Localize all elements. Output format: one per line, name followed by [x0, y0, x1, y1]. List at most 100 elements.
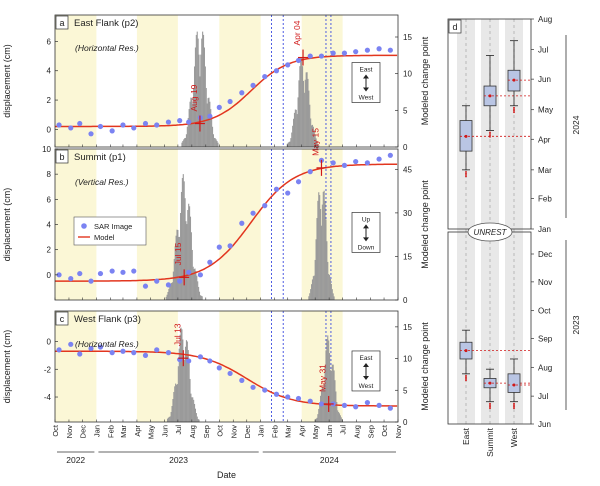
histogram-bar	[185, 221, 187, 300]
histogram-bar	[166, 418, 169, 422]
histogram-bar	[313, 130, 315, 147]
sar-point	[364, 399, 370, 406]
sar-point	[88, 345, 94, 352]
panel-title: Summit (p1)	[74, 152, 126, 163]
sar-point	[142, 120, 149, 127]
d-month-label: Aug	[538, 363, 552, 372]
histogram-bar	[215, 139, 217, 147]
histogram-bar	[305, 72, 307, 147]
histogram-bar	[319, 402, 321, 422]
histogram-bar	[183, 181, 185, 300]
histogram-bar	[182, 339, 184, 422]
sar-point	[97, 270, 104, 277]
histogram-bar	[302, 66, 304, 147]
histogram-bar	[197, 419, 199, 422]
histogram-bar	[329, 275, 331, 300]
histogram-bar	[178, 236, 180, 300]
x-month-label: Apr	[298, 424, 307, 436]
histogram-bar	[309, 293, 311, 300]
sar-point	[120, 348, 126, 354]
sar-point	[142, 283, 149, 289]
histogram-bar	[174, 246, 176, 300]
legend-box	[73, 216, 147, 246]
sar-point	[207, 259, 213, 265]
sar-point	[56, 272, 62, 278]
histogram-bar	[176, 384, 178, 422]
histogram-bar	[330, 370, 332, 422]
panel-title: East Flank (p2)	[74, 18, 138, 29]
changepoint-label: Jul 13	[172, 323, 182, 346]
sar-point	[131, 125, 137, 131]
y2-tick-label: 15	[403, 33, 412, 42]
panel-c-frame	[54, 310, 399, 423]
outlier-dot	[513, 402, 515, 405]
histogram-bar	[332, 364, 334, 422]
y2-tick-label: 0	[403, 143, 408, 152]
histogram-bar	[168, 288, 170, 300]
direction-box	[351, 212, 381, 253]
histogram-bar	[191, 249, 193, 300]
histogram-bar	[321, 204, 323, 300]
sar-point	[318, 401, 325, 407]
sar-point	[273, 391, 280, 397]
outlier-dot	[489, 133, 491, 135]
sar-point	[285, 62, 291, 68]
y2-tick-label: 0	[403, 296, 408, 305]
histogram-bar	[328, 273, 330, 300]
d-month-label: Dec	[538, 250, 552, 259]
histogram-bar	[210, 109, 212, 147]
histogram-bar	[184, 198, 186, 300]
histogram-bar	[188, 109, 190, 147]
sar-point	[364, 47, 370, 53]
d-month-label: Jul	[538, 392, 548, 401]
changepoint-label: Apr 04	[292, 20, 302, 45]
year-label: 2024	[571, 115, 581, 134]
y2-tick-label: 5	[403, 106, 408, 115]
sar-point	[353, 404, 359, 410]
histogram-bar	[309, 104, 311, 147]
histogram-bar	[200, 295, 202, 300]
histogram-bar	[193, 269, 195, 300]
x-month-label: Oct	[380, 424, 389, 437]
arrow-up-icon	[363, 74, 369, 79]
season-band	[55, 15, 97, 147]
median-dot	[512, 383, 516, 387]
histogram-bar	[183, 356, 185, 422]
histogram-bar	[197, 38, 199, 147]
histogram-bar	[196, 275, 198, 300]
outlier-dot	[489, 131, 491, 134]
histogram-bar	[320, 395, 322, 422]
d-month-label: Oct	[538, 307, 551, 316]
sar-point	[109, 268, 115, 274]
histogram-bar	[196, 416, 198, 422]
histogram-bar	[308, 90, 310, 147]
histogram-bar	[196, 31, 198, 147]
median-dot	[488, 94, 492, 98]
y-tick-label: 0	[47, 271, 52, 280]
sar-point	[207, 358, 213, 364]
sar-point	[97, 344, 104, 350]
y-tick-label: 8	[47, 170, 52, 179]
histogram-bar	[329, 278, 332, 300]
sar-point	[207, 113, 213, 119]
histogram-bar	[339, 415, 341, 422]
sar-point	[364, 160, 370, 166]
sar-point	[295, 395, 302, 402]
histogram-bar	[193, 403, 196, 422]
histogram-bar	[333, 370, 335, 422]
histogram-bar	[187, 209, 189, 300]
panel-letter-box	[55, 149, 69, 164]
histogram-bar	[317, 144, 319, 147]
histogram-bar	[315, 418, 317, 422]
x-month-label: Feb	[271, 425, 280, 438]
x-month-label: Nov	[229, 425, 238, 439]
category-label: West	[509, 427, 519, 447]
sar-point	[77, 120, 83, 127]
histogram-bar	[180, 191, 183, 300]
histogram-bar	[314, 134, 316, 147]
x-month-label: Oct	[51, 424, 60, 437]
histogram-bar	[201, 38, 203, 147]
histogram-bar	[195, 270, 197, 300]
histogram-bar	[301, 57, 303, 147]
sar-point	[330, 160, 336, 166]
